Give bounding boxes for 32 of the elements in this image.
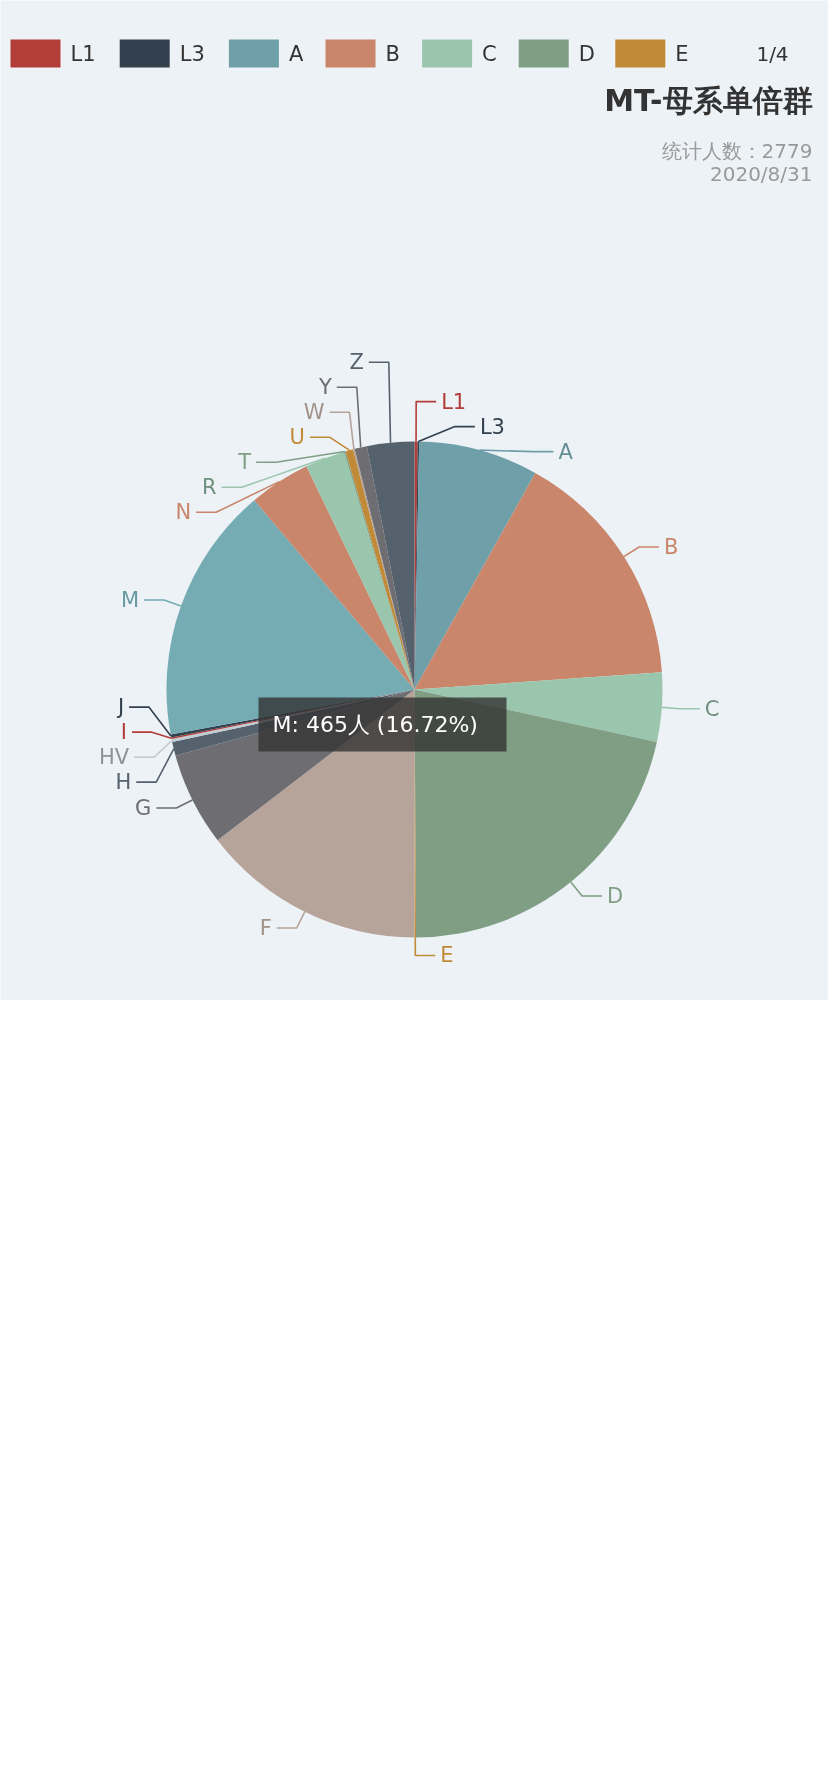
slice-label: J [115, 695, 125, 720]
legend-label: C [482, 41, 497, 66]
text: 统计人数：2779 2020/8/31 [661, 138, 813, 186]
slice-label: I [120, 720, 127, 745]
slice-label: C [704, 696, 720, 721]
slice-label: F [259, 916, 272, 941]
slice-label: HV [99, 745, 130, 770]
legend-label: L3 [179, 41, 205, 66]
legend-label: B [385, 41, 400, 66]
slice-label: Y [317, 375, 332, 400]
slice-label: L1 [441, 389, 467, 414]
legend-label: E [675, 41, 689, 66]
slice-label: N [175, 500, 192, 525]
slice-label: Z [349, 350, 364, 375]
slice-label: R [202, 475, 217, 500]
slice-label: G [135, 796, 152, 821]
legend-label: A [288, 41, 304, 66]
slice-label: T [237, 450, 252, 475]
slice-label: D [607, 884, 624, 909]
slice-label: L3 [479, 414, 505, 439]
slice-label: H [115, 770, 132, 795]
slice-label: M [120, 588, 140, 613]
slice-label: A [558, 439, 574, 464]
legend-label: D [578, 41, 595, 66]
slice-label: E [440, 943, 454, 968]
text: 1/4 [756, 41, 789, 66]
text: MT-母系单倍群 [604, 83, 813, 118]
slice-label: W [303, 400, 325, 425]
text: M: 465人 (16.72%) [272, 712, 478, 737]
legend-label: L1 [70, 41, 96, 66]
slice-label: B [664, 534, 679, 559]
slice-label: U [289, 425, 305, 450]
